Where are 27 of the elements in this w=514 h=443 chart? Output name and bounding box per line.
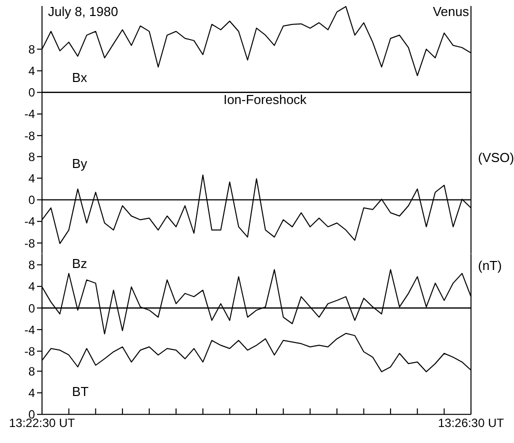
- series-label: Bx: [72, 70, 88, 85]
- x-tick-label: 13:26:30 UT: [438, 416, 505, 430]
- y-tick-label: -8: [24, 128, 36, 142]
- y-tick-label: 4: [28, 386, 36, 400]
- annotation: Venus: [432, 4, 469, 19]
- y-tick-label: 8: [28, 42, 36, 56]
- y-tick-label: 4: [28, 64, 36, 78]
- y-axis-title: (nT): [478, 258, 502, 273]
- series-label: By: [72, 156, 88, 171]
- y-tick-label: -4: [24, 322, 36, 337]
- y-tick-label: 8: [28, 258, 36, 272]
- y-tick-label: -4: [24, 106, 36, 121]
- y-tick-label: -8: [24, 236, 36, 250]
- y-tick-label: 4: [28, 280, 36, 294]
- y-tick-label: 0: [28, 85, 36, 100]
- series-label: BT: [72, 384, 89, 399]
- y-tick-label: 8: [28, 364, 36, 378]
- series-label: Bz: [72, 256, 88, 271]
- y-tick-label: 0: [28, 301, 36, 316]
- y-tick-label: 0: [28, 193, 36, 208]
- y-axis-title: (VSO): [478, 150, 514, 165]
- chart-title: July 8, 1980: [48, 4, 118, 19]
- y-tick-label: 8: [28, 150, 36, 164]
- annotation: Ion-Foreshock: [222, 92, 308, 107]
- y-tick-label: 4: [28, 172, 36, 186]
- y-tick-label: -4: [24, 214, 36, 229]
- y-tick-label: -8: [24, 344, 36, 358]
